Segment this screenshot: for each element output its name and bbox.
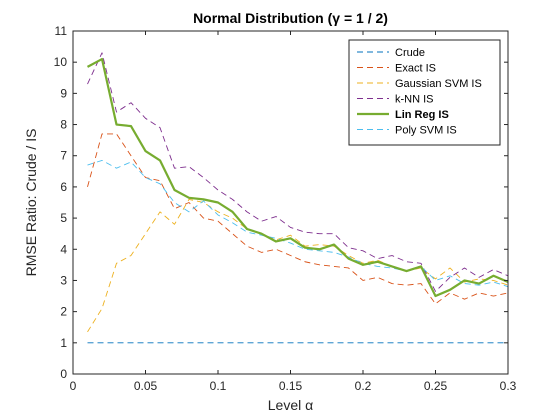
y-axis-label: RMSE Ratio: Crude / IS [23,129,39,277]
y-tick-label: 5 [60,211,67,225]
series-line [86,57,509,298]
legend-item: Lin Reg IS [357,109,449,121]
legend-item: k-NN IS [357,94,434,106]
y-tick-label: 2 [60,305,67,319]
series-lin-reg-is [86,57,509,298]
y-tick-label: 9 [60,86,67,100]
legend-label: Lin Reg IS [395,109,449,121]
y-tick-label: 0 [60,367,67,381]
legend-label: Poly SVM IS [395,125,457,137]
series-line [87,133,509,305]
legend: Crude Exact IS Gaussian SVM IS k-NN IS Lin R… [348,39,501,146]
legend-label: Exact IS [395,63,436,75]
x-tick-label: 0.2 [355,379,372,393]
y-tick-label: 4 [60,242,67,256]
x-tick-label: 0.3 [500,379,517,393]
series-poly-svm-is [87,159,509,288]
legend-label: Crude [395,47,425,59]
series-k-nn-is [87,52,509,292]
y-tick-label: 10 [54,55,68,69]
legend-item: Poly SVM IS [357,125,457,137]
x-tick-label: 0.05 [134,379,158,393]
legend-item: Crude [357,47,425,59]
x-tick-label: 0 [70,379,77,393]
chart-title: Normal Distribution (γ = 1 / 2) [193,10,388,26]
series-line [87,52,509,292]
series-line [87,198,509,333]
y-tick-label: 3 [60,273,67,287]
series-gaussian-svm-is [87,198,509,333]
x-tick-label: 0.25 [424,379,448,393]
x-tick-label: 0.1 [210,379,227,393]
y-tick-label: 6 [60,180,67,194]
series-exact-is [87,133,509,305]
x-axis-ticks: 0 0.05 0.1 0.15 0.2 0.25 0.3 [70,31,517,393]
legend-item: Gaussian SVM IS [357,78,482,90]
legend-label: Gaussian SVM IS [395,78,482,90]
x-tick-label: 0.15 [279,379,303,393]
y-tick-label: 11 [55,24,68,38]
legend-box [348,39,501,146]
y-axis-ticks: 0 1 2 3 4 5 6 7 8 9 10 11 [54,24,508,381]
series-layer [86,52,509,344]
y-tick-label: 8 [60,118,67,132]
y-tick-label: 7 [60,149,67,163]
x-axis-label: Level α [268,397,313,413]
legend-item: Exact IS [357,63,436,75]
legend-label: k-NN IS [395,94,434,106]
series-line [87,159,509,288]
y-tick-label: 1 [60,336,67,350]
